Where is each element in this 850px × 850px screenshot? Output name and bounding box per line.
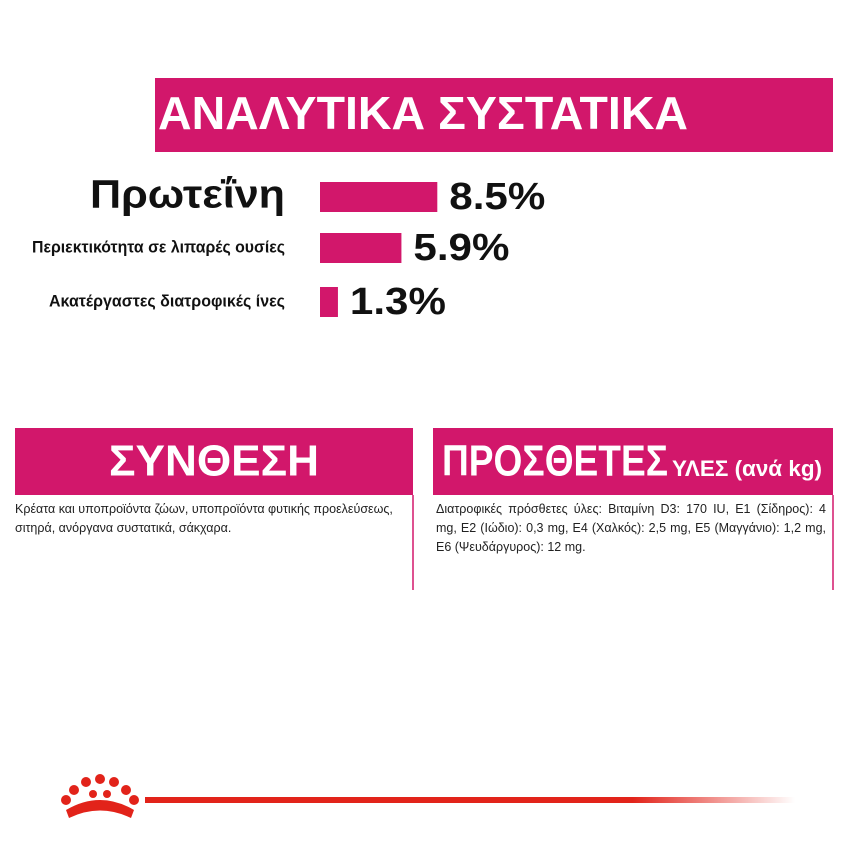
composition-text: Κρέατα και υποπροϊόντα ζώων, υποπροϊόντα… xyxy=(15,502,393,535)
bar xyxy=(320,182,438,212)
bar xyxy=(320,233,402,263)
value-label: 5.9% xyxy=(413,227,509,269)
bar xyxy=(320,287,338,317)
additives-title: ΠΡΟΣΘΕΤΕΣ xyxy=(442,437,668,486)
composition-title: ΣΥΝΘΕΣΗ xyxy=(109,437,319,486)
chart-title: ΑΝΑΛΥΤΙΚΑ ΣΥΣΤΑΤΙΚΑ xyxy=(158,87,688,139)
additives-subtitle: ΥΛΕΣ (ανά kg) xyxy=(672,456,822,481)
additives-band xyxy=(433,428,833,495)
category-label: Περιεκτικότητα σε λιπαρές ουσίες xyxy=(32,237,285,256)
composition-band xyxy=(15,428,413,495)
logo xyxy=(61,774,139,818)
brand-line xyxy=(145,797,795,803)
title-band xyxy=(155,78,833,152)
value-label: 1.3% xyxy=(350,281,446,323)
category-label: Πρωτεΐνη xyxy=(90,173,285,217)
value-label: 8.5% xyxy=(449,176,545,218)
category-label: Ακατέργαστες διατροφικές ίνες xyxy=(49,291,285,310)
additives-text: Διατροφικές πρόσθετες ύλες: Βιταμίνη D3:… xyxy=(436,502,826,554)
